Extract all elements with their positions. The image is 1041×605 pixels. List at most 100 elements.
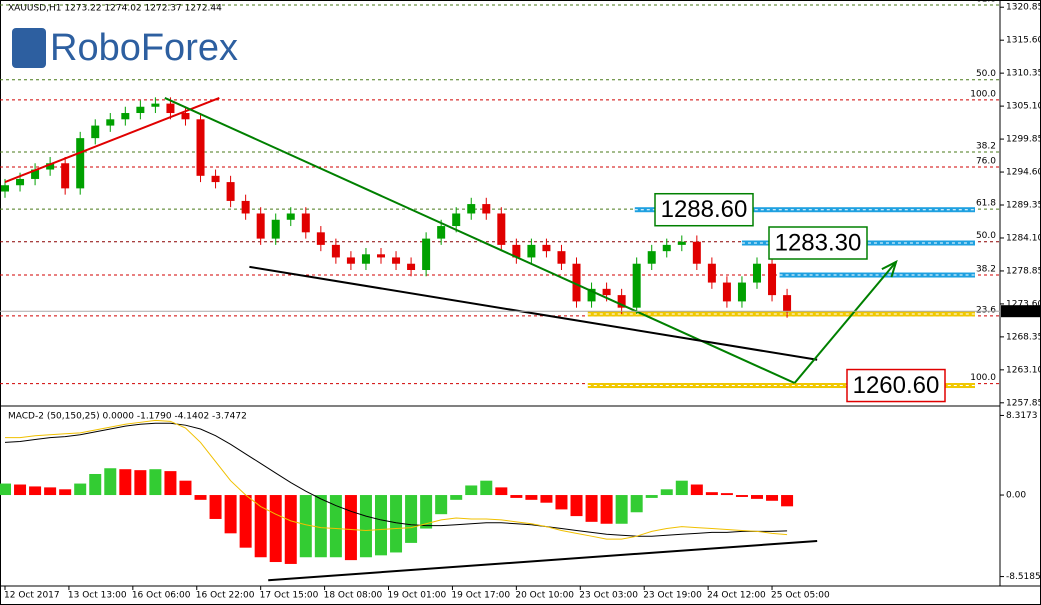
y-tick-label: 1289.35: [1006, 201, 1041, 211]
candle-body: [46, 163, 55, 170]
x-tick-label: 17 Oct 15:00: [260, 591, 319, 601]
candle-body: [752, 263, 761, 283]
histogram-bar: [585, 495, 598, 522]
candle-body: [437, 226, 446, 239]
y-tick-label: 1268.35: [1006, 332, 1041, 342]
candle-body: [331, 244, 340, 258]
histogram-bar: [435, 495, 448, 515]
histogram-bar: [89, 473, 102, 496]
fib-level-label: 100.0: [970, 89, 996, 99]
x-tick-label: 25 Oct 05:00: [771, 591, 830, 601]
histogram-bar: [209, 495, 222, 519]
candle-body: [61, 163, 70, 189]
fib-level-label: 23.6: [976, 305, 996, 315]
histogram-bar: [59, 489, 72, 496]
candle-body: [677, 241, 686, 245]
candle-body: [106, 119, 115, 126]
candle-body: [151, 103, 160, 107]
y-tick-label: 1310.35: [1006, 69, 1041, 79]
candle-body: [572, 263, 581, 302]
y-tick-label: 0.00: [1006, 491, 1026, 501]
candle-body: [196, 119, 205, 176]
y-tick-label: -8.5185: [1006, 572, 1041, 582]
candle-body: [587, 288, 596, 302]
trend-line: [4, 97, 220, 184]
price-box-label: 1260.60: [853, 372, 940, 399]
trend-line: [164, 97, 796, 384]
histogram-bar: [284, 495, 297, 564]
fib-level-label: 100.0: [970, 373, 996, 383]
histogram-bar: [420, 495, 433, 529]
histogram-bar: [645, 495, 658, 498]
x-tick-label: 13 Oct 13:00: [68, 591, 127, 601]
histogram-bar: [29, 486, 42, 496]
candle-body: [542, 244, 551, 252]
candle-body: [346, 257, 355, 264]
candle-body: [361, 254, 370, 264]
x-tick-label: 16 Oct 22:00: [196, 591, 255, 601]
fib-level-label: 50.0: [976, 231, 996, 241]
histogram-bar: [254, 495, 267, 558]
symbol-header: XAUUSD,H1 1273.22 1274.02 1272.37 1272.4…: [8, 4, 222, 14]
price-box-label: 1283.30: [775, 229, 862, 256]
candle-body: [512, 244, 521, 258]
histogram-bar: [14, 484, 27, 496]
histogram-bar: [480, 480, 493, 496]
fib-level-label: 61.8: [976, 0, 996, 5]
histogram-bar: [450, 495, 463, 500]
price-box: [654, 192, 754, 227]
histogram-bar: [104, 468, 117, 496]
arrow-head: [881, 259, 898, 278]
histogram-bar: [119, 469, 132, 496]
histogram-bar: [374, 495, 387, 556]
histogram-bar: [735, 495, 748, 497]
histogram-bar: [179, 480, 192, 496]
y-tick-label: 1273.60: [1006, 299, 1041, 309]
y-tick-label: 1299.85: [1006, 135, 1041, 145]
trend-line: [249, 265, 818, 361]
histogram-bar: [314, 495, 327, 558]
histogram-bar: [134, 470, 147, 496]
histogram-bar: [705, 492, 718, 496]
histogram-bar: [750, 495, 763, 499]
macd-header: MACD-2 (50,150,25) 0.0000 -1.1790 -4.140…: [8, 412, 247, 422]
candle-body: [376, 254, 385, 258]
candle-body: [392, 257, 401, 264]
macd-line: [5, 419, 788, 540]
fib-level-label: 50.0: [976, 69, 996, 79]
histogram-bar: [615, 495, 628, 524]
candle-body: [286, 213, 295, 220]
y-tick-label: 1284.10: [1006, 233, 1041, 243]
candle-body: [16, 178, 25, 186]
y-tick-label: 8.3173: [1006, 411, 1038, 421]
histogram-bar: [675, 480, 688, 496]
x-tick-label: 19 Oct 01:00: [388, 591, 447, 601]
candle-body: [692, 241, 701, 264]
x-tick-label: 16 Oct 06:00: [132, 591, 191, 601]
candle-body: [226, 182, 235, 201]
logo: RoboForex: [50, 27, 238, 69]
candle-body: [632, 263, 641, 308]
histogram-bar: [269, 495, 282, 563]
candle-body: [768, 263, 777, 296]
candle-body: [271, 219, 280, 239]
candle-body: [482, 204, 491, 214]
y-tick-label: 1278.85: [1006, 266, 1041, 276]
histogram-bar: [570, 495, 583, 517]
x-tick-label: 23 Oct 19:00: [643, 591, 702, 601]
histogram-bar: [359, 495, 372, 558]
histogram-bar: [0, 483, 12, 496]
candle-body: [301, 213, 310, 233]
histogram-bar: [525, 495, 538, 500]
logo-icon: [12, 28, 46, 68]
candle-body: [467, 204, 476, 214]
price-box: [846, 368, 946, 403]
fib-level-label: 76.0: [976, 157, 996, 167]
y-tick-label: 1257.85: [1006, 398, 1041, 408]
histogram-bar: [164, 471, 177, 496]
histogram-bar: [766, 495, 779, 501]
histogram-bar: [344, 495, 357, 561]
x-tick-label: 12 Oct 2017: [4, 591, 60, 601]
candle-body: [422, 238, 431, 270]
